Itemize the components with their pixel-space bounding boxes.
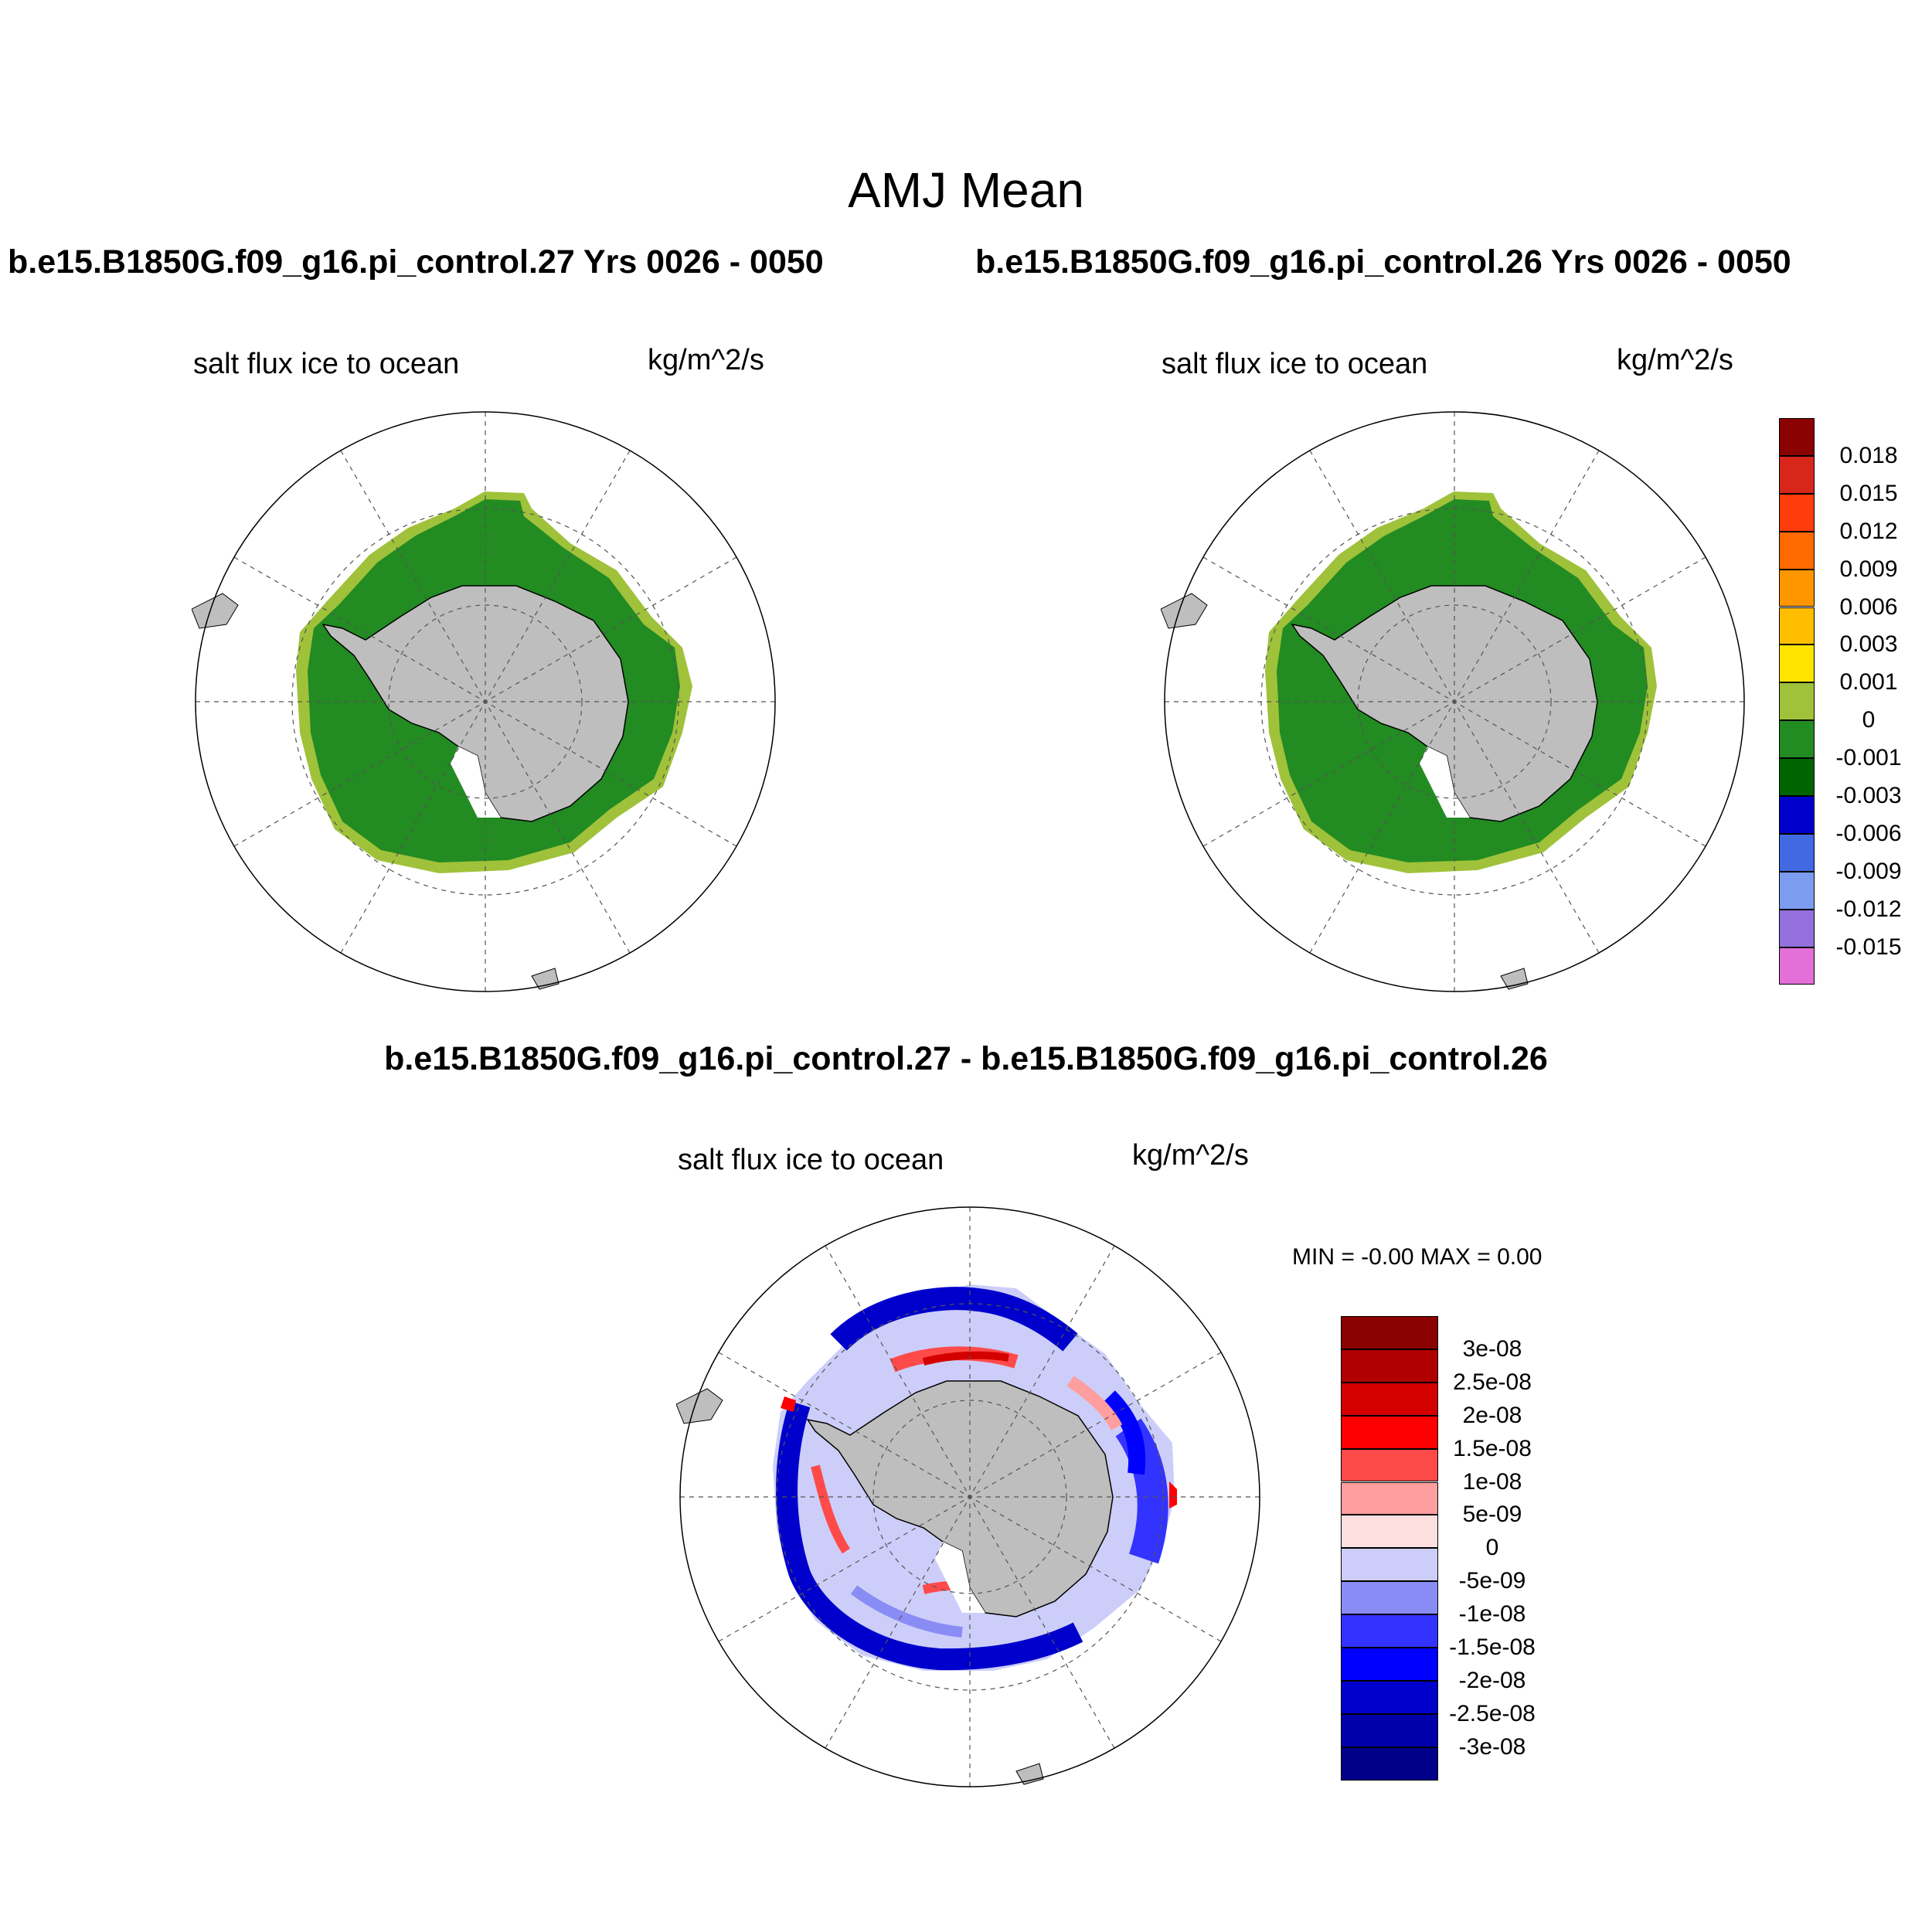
colorbar-tick-label: 1.5e-08 — [1453, 1435, 1532, 1461]
graticule — [196, 412, 775, 992]
colorbar-tick-label: 0 — [1862, 707, 1876, 733]
colorbar-tick-label: -1.5e-08 — [1449, 1634, 1536, 1660]
colorbar-box — [1779, 531, 1815, 570]
colorbar-box — [1779, 758, 1815, 796]
map-boundary — [1164, 411, 1745, 992]
colorbar-box — [1779, 569, 1815, 607]
colorbar-tick-label: 1e-08 — [1462, 1468, 1522, 1495]
graticule — [1165, 412, 1744, 992]
colorbar-box — [1341, 1481, 1438, 1515]
difference-title: b.e15.B1850G.f09_g16.pi_control.27 - b.e… — [384, 1040, 1548, 1077]
variable-label-right: salt flux ice to ocean — [1162, 348, 1428, 380]
colorbar-tick-label: -0.006 — [1835, 820, 1902, 846]
antarctica-land — [1291, 585, 1598, 822]
colorbar-tick-label: 2.5e-08 — [1453, 1369, 1532, 1395]
colorbar-box — [1341, 1349, 1438, 1383]
units-label-diff: kg/m^2/s — [1132, 1139, 1249, 1172]
colorbar-box — [1779, 493, 1815, 532]
colorbar-tick-label: 0.001 — [1839, 669, 1898, 696]
case-title-left: b.e15.B1850G.f09_g16.pi_control.27 Yrs 0… — [8, 243, 824, 281]
colorbar-tick-label: 2e-08 — [1462, 1402, 1522, 1428]
colorbar-box — [1779, 455, 1815, 494]
colorbar-tick-label: -0.003 — [1835, 783, 1902, 808]
colorbar-tick-label: -5e-09 — [1458, 1568, 1526, 1594]
colorbar-box — [1341, 1382, 1438, 1416]
colorbar-box — [1779, 682, 1815, 721]
colorbar-box — [1779, 947, 1815, 985]
colorbar-tick-label: -0.009 — [1835, 858, 1902, 884]
antarctica-land — [806, 1380, 1114, 1617]
colorbar-box — [1341, 1548, 1438, 1582]
colorbar-tick-label: 0.012 — [1839, 518, 1898, 544]
colorbar-box — [1341, 1680, 1438, 1714]
colorbar-difference: 3e-08 2.5e-08 2e-08 1.5e-08 1e-08 5e-09 0 -5e-0… — [1341, 1316, 1570, 1796]
colorbar-box — [1779, 720, 1815, 759]
colorbar-box — [1779, 833, 1815, 872]
colorbar-box — [1341, 1415, 1438, 1449]
colorbar-box — [1341, 1648, 1438, 1681]
colorbar-box — [1341, 1515, 1438, 1549]
colorbar-box — [1779, 607, 1815, 645]
colorbar-tick-label: -2.5e-08 — [1449, 1700, 1536, 1726]
colorbar-tick-label: -3e-08 — [1458, 1733, 1526, 1760]
colorbar-box — [1341, 1316, 1438, 1349]
colorbar-tick-label: 0.015 — [1839, 480, 1898, 506]
colorbar-tick-label: -2e-08 — [1458, 1667, 1526, 1693]
min-max-label: MIN = -0.00 MAX = 0.00 — [1292, 1244, 1543, 1270]
colorbar-tick-label: -0.012 — [1835, 896, 1902, 922]
colorbar-box — [1341, 1581, 1438, 1615]
colorbar-tick-label: 0.003 — [1839, 631, 1898, 658]
variable-label-diff: salt flux ice to ocean — [678, 1144, 944, 1176]
polar-map-left — [192, 411, 776, 992]
map-boundary — [195, 411, 776, 992]
colorbar-tick-label: 5e-09 — [1462, 1502, 1522, 1528]
polar-map-difference — [676, 1206, 1260, 1787]
colorbar-box — [1341, 1614, 1438, 1648]
colorbar-box — [1779, 871, 1815, 910]
units-label-left: kg/m^2/s — [648, 344, 764, 376]
graticule — [680, 1207, 1260, 1787]
colorbar-box — [1341, 1448, 1438, 1482]
colorbar-tick-label: -0.015 — [1835, 934, 1902, 960]
units-label-right: kg/m^2/s — [1617, 344, 1733, 376]
colorbar-tick-label: -1e-08 — [1458, 1601, 1526, 1628]
colorbar-tick-label: 0.009 — [1839, 556, 1898, 582]
colorbar-tick-label: 0.018 — [1839, 442, 1898, 468]
colorbar-box — [1341, 1713, 1438, 1747]
case-title-right: b.e15.B1850G.f09_g16.pi_control.26 Yrs 0… — [975, 243, 1791, 281]
map-boundary — [679, 1206, 1260, 1787]
colorbar-box — [1341, 1747, 1438, 1781]
colorbar-tick-label: 3e-08 — [1462, 1335, 1522, 1362]
polar-map-right — [1161, 411, 1745, 992]
colorbar-tick-label: -0.001 — [1835, 745, 1902, 771]
variable-label-left: salt flux ice to ocean — [193, 348, 460, 380]
figure-title: AMJ Mean — [848, 162, 1084, 218]
colorbar-box — [1779, 418, 1815, 456]
colorbar-box — [1779, 796, 1815, 834]
colorbar-tick-label: 0.006 — [1839, 594, 1898, 620]
colorbar-tick-label: 0 — [1485, 1535, 1499, 1561]
colorbar-box — [1779, 909, 1815, 947]
colorbar-main: 0.018 0.015 0.012 0.009 0.006 0.003 0.001 0 -0.0… — [1779, 418, 1932, 1001]
colorbar-box — [1779, 645, 1815, 683]
antarctica-land — [321, 585, 629, 822]
